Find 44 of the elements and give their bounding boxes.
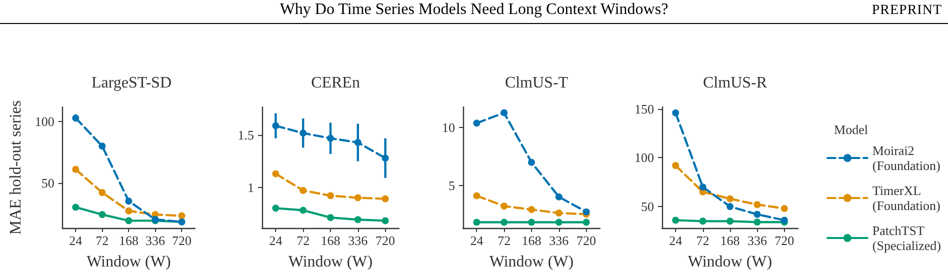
y-tick-label: 100 — [34, 114, 54, 130]
y-tick-label: 50 — [641, 199, 654, 214]
y-axis-title: MAE hold-out series — [8, 100, 24, 235]
x-tick-label: 168 — [320, 233, 340, 248]
x-tick-label: 168 — [720, 233, 740, 248]
x-tick-label: 720 — [774, 233, 794, 248]
chart-title: ClmUS-R — [702, 74, 768, 92]
chart-title: ClmUS-T — [504, 74, 568, 92]
x-axis-title: Window (W) — [288, 254, 373, 270]
x-tick-label: 168 — [522, 233, 542, 248]
x-tick-label: 720 — [376, 233, 396, 248]
x-tick-label: 72 — [296, 233, 310, 248]
y-tick-label: 5 — [448, 178, 455, 193]
x-tick-label: 720 — [576, 233, 596, 248]
x-tick-label: 24 — [69, 233, 83, 248]
x-tick-label: 72 — [696, 233, 710, 248]
x-tick-label: 24 — [669, 233, 683, 248]
x-tick-label: 72 — [498, 233, 511, 248]
x-tick-label: 720 — [172, 233, 192, 248]
y-tick-label: 1.5 — [238, 128, 254, 143]
x-axis-title: Window (W) — [688, 254, 772, 270]
x-tick-label: 24 — [269, 233, 283, 248]
y-tick-label: 50 — [41, 175, 54, 190]
text: PREPRINT — [872, 3, 942, 19]
text: Why Do Time Series Models Need Long Context Windows? — [280, 1, 668, 18]
x-tick-label: 24 — [470, 233, 484, 248]
y-tick-label: 10 — [442, 120, 455, 136]
x-axis-title: Window (W) — [86, 254, 171, 270]
y-tick-label: 1 — [248, 180, 254, 195]
x-tick-label: 336 — [747, 233, 768, 248]
x-tick-label: 336 — [348, 233, 368, 248]
legend-label: Moirai2 (Foundation) — [872, 143, 940, 173]
legend-title: Model — [834, 122, 868, 137]
y-tick-label: 150 — [634, 101, 654, 116]
x-tick-label: 72 — [96, 233, 109, 248]
x-axis-title: Window (W) — [489, 254, 574, 270]
chart-title: LargeST-SD — [92, 74, 172, 92]
y-tick-label: 100 — [634, 150, 654, 166]
chart-title: CEREn — [311, 74, 360, 92]
legend-label: PatchTST (Specialized) — [872, 223, 942, 253]
x-tick-label: 168 — [118, 233, 138, 248]
legend-label: TimerXL (Foundation) — [872, 183, 940, 213]
x-tick-label: 336 — [549, 233, 570, 248]
x-tick-label: 336 — [145, 233, 166, 248]
